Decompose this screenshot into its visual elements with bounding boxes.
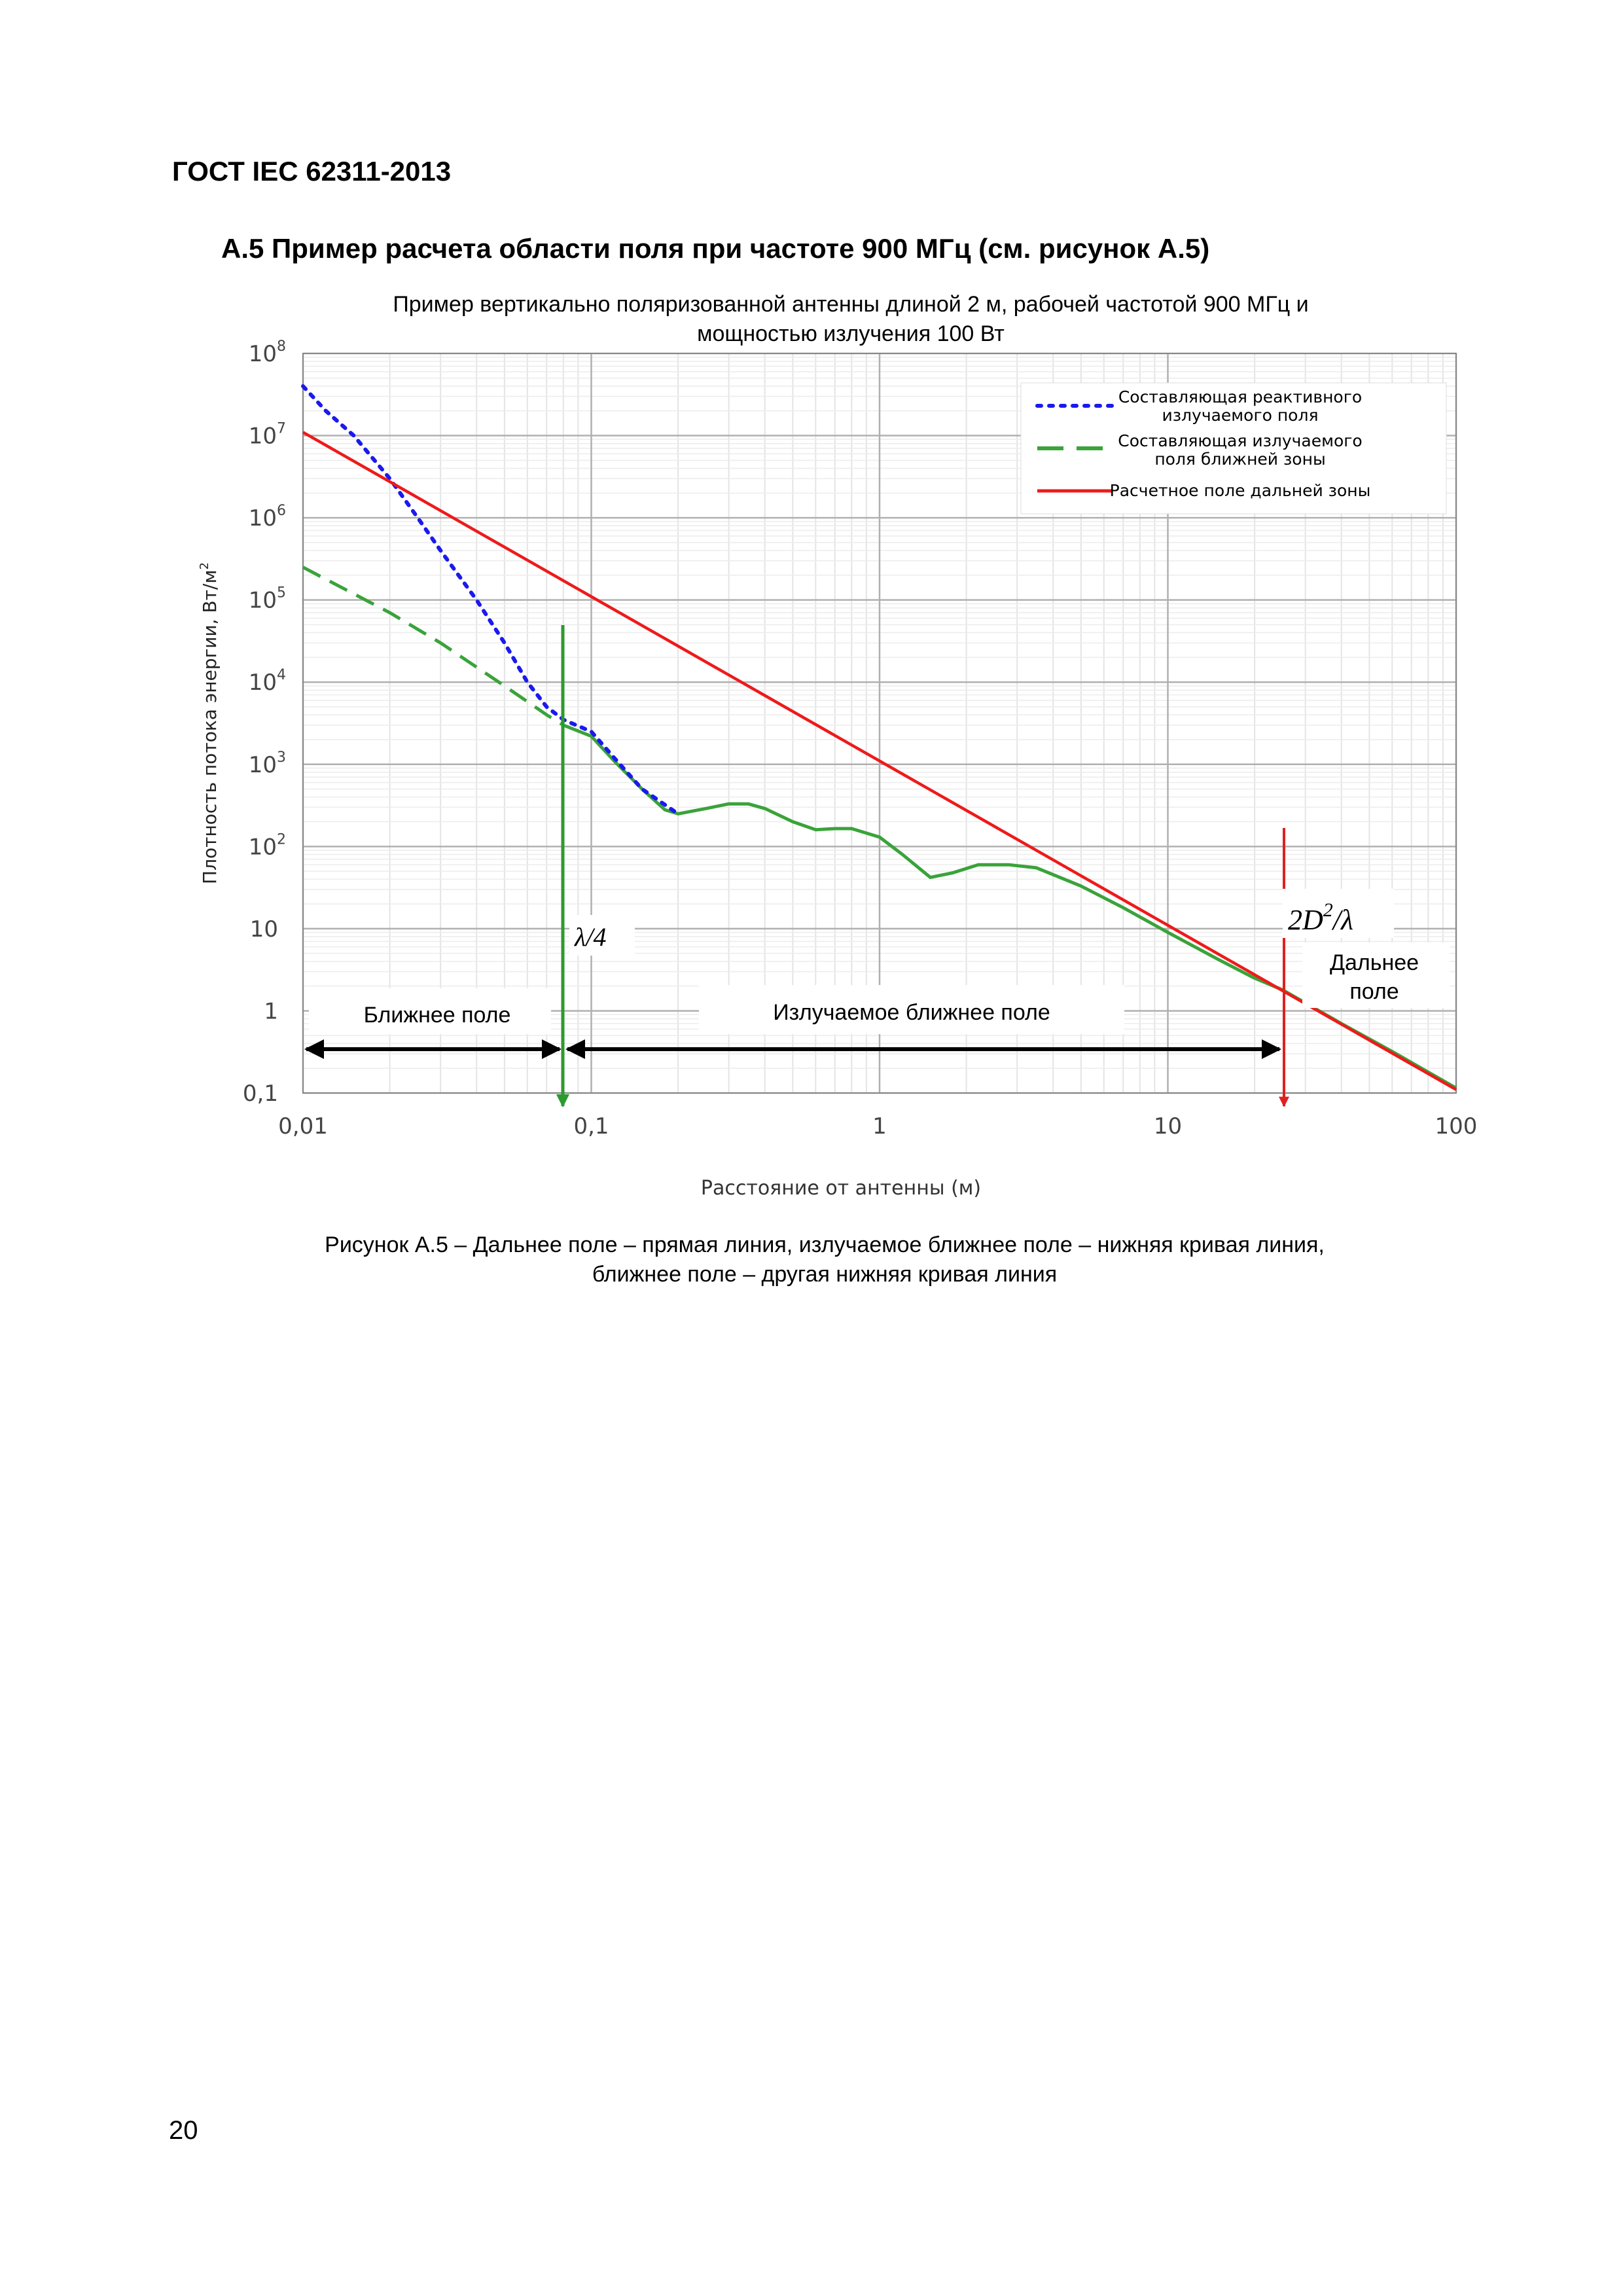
series-far-field xyxy=(302,431,1457,1091)
x-tick-label: 10 xyxy=(1154,1113,1182,1139)
near-field-label: Ближнее поле xyxy=(364,1003,511,1028)
document-header: ГОСТ IEC 62311-2013 xyxy=(172,156,452,187)
section-title: А.5 Пример расчета области поля при част… xyxy=(221,233,1210,264)
y-tick-label: 104 xyxy=(249,667,286,696)
x-tick-label: 1 xyxy=(872,1113,887,1139)
legend-label-reactive-1: Составляющая реактивного xyxy=(1118,387,1362,406)
y-axis-label: Плотность потока энергии, Вт/м2 xyxy=(198,562,221,884)
field-region-chart: 0,01 0,1 1 10 1000,1110102103104105106107108… xyxy=(198,338,1478,1200)
lambda4-label-box xyxy=(569,915,635,956)
y-tick-label: 105 xyxy=(249,585,286,614)
legend-label-reactive-2: излучаемого поля xyxy=(1162,406,1319,425)
far-field-label-line-1: Дальнее xyxy=(1330,950,1419,975)
chart-title-line-2: мощностью излучения 100 Вт xyxy=(697,321,1005,346)
plot-area-frame xyxy=(302,353,1457,1094)
lambda4-label: λ/4 xyxy=(574,922,606,952)
x-tick-label: 0,01 xyxy=(278,1113,328,1139)
series-radiating-near-field xyxy=(562,723,1457,1090)
x-tick-label: 0,1 xyxy=(573,1113,609,1139)
far-field-label-line-2: поле xyxy=(1349,979,1399,1004)
y-tick-label: 108 xyxy=(249,338,286,367)
y-tick-label: 0,1 xyxy=(243,1081,278,1107)
near-field-label-box xyxy=(309,988,551,1034)
twod2-label: 2D2/λ xyxy=(1288,899,1353,936)
series-layer xyxy=(301,384,1457,1091)
legend-label-radiating-1: Составляющая излучаемого xyxy=(1118,431,1362,450)
legend: Составляющая реактивного излучаемого пол… xyxy=(1020,382,1447,514)
far-field-label-box xyxy=(1302,942,1450,1008)
x-axis-label: Расстояние от антенны (м) xyxy=(701,1177,981,1200)
radiating-near-field-label: Излучаемое ближнее поле xyxy=(773,1000,1050,1025)
figure-caption-line-1: Рисунок А.5 – Дальнее поле – прямая лини… xyxy=(325,1232,1325,1257)
page-number: 20 xyxy=(169,2116,198,2145)
series-radiating-near-field-dashed xyxy=(302,565,565,727)
x-tick-label: 100 xyxy=(1435,1113,1478,1139)
y-tick-label: 10 xyxy=(250,916,278,942)
legend-label-radiating-2: поля ближней зоны xyxy=(1154,450,1325,469)
y-tick-label: 102 xyxy=(249,831,286,860)
y-tick-label: 103 xyxy=(249,749,286,778)
legend-label-far: Расчетное поле дальней зоны xyxy=(1110,481,1371,500)
chart-title-line-1: Пример вертикально поляризованной антенн… xyxy=(393,292,1309,317)
series-reactive-near-field xyxy=(301,384,681,816)
y-tick-label: 106 xyxy=(249,503,286,531)
y-tick-label: 1 xyxy=(264,998,278,1024)
figure-caption: Рисунок А.5 – Дальнее поле – прямая лини… xyxy=(249,1230,1400,1289)
figure-caption-line-2: ближнее поле – другая нижняя кривая лини… xyxy=(592,1262,1058,1287)
chart-title: Пример вертикально поляризованной антенн… xyxy=(327,290,1374,349)
y-tick-label: 107 xyxy=(249,421,286,450)
radiating-label-box xyxy=(699,985,1124,1034)
annotation-layer: Ближнее поле Излучаемое ближнее поле Дал… xyxy=(304,625,1450,1107)
twod2-label-box xyxy=(1283,889,1394,938)
